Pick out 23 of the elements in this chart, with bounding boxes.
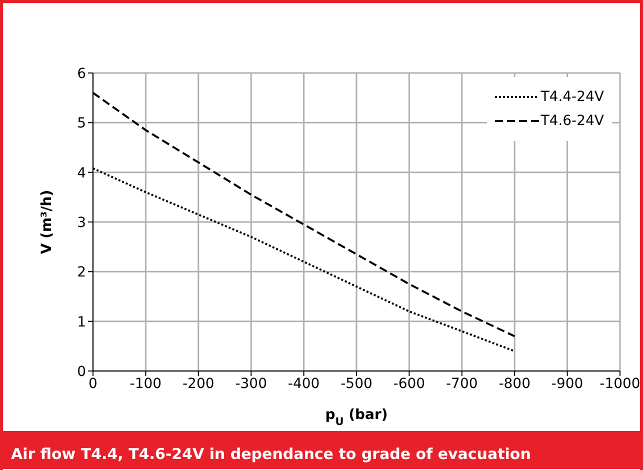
text: Air flow T4.4, T4.6-24V in dependance to grade of evacuation xyxy=(3,431,640,469)
legend-label: T4.6-24V xyxy=(540,113,604,129)
x-tick-label: -700 xyxy=(446,376,478,392)
y-tick-label: 2 xyxy=(77,264,86,281)
x-tick-label: -300 xyxy=(235,376,267,392)
legend-label: T4.4-24V xyxy=(540,89,604,105)
x-tick-label: -100 xyxy=(130,376,162,392)
y-tick-label: 3 xyxy=(77,214,86,231)
y-axis-title: V (m³/h) xyxy=(39,190,55,254)
x-tick-label: -600 xyxy=(393,376,426,392)
x-tick-label: -1000 xyxy=(600,376,640,392)
y-tick-label: 1 xyxy=(77,314,86,330)
x-tick-label: -500 xyxy=(340,376,372,392)
x-axis-title: p$_{U}$ (bar) xyxy=(325,407,388,428)
y-tick-label: 6 xyxy=(77,66,86,82)
y-tick-label: 0 xyxy=(77,364,86,380)
y-tick-label: 4 xyxy=(77,165,86,182)
y-tick-label: 5 xyxy=(77,116,86,132)
x-tick-label: -400 xyxy=(288,376,320,392)
x-tick-label: -800 xyxy=(498,376,530,392)
x-tick-label: -200 xyxy=(182,376,214,392)
x-tick-label: 0 xyxy=(88,376,98,392)
x-tick-label: -900 xyxy=(551,376,584,392)
